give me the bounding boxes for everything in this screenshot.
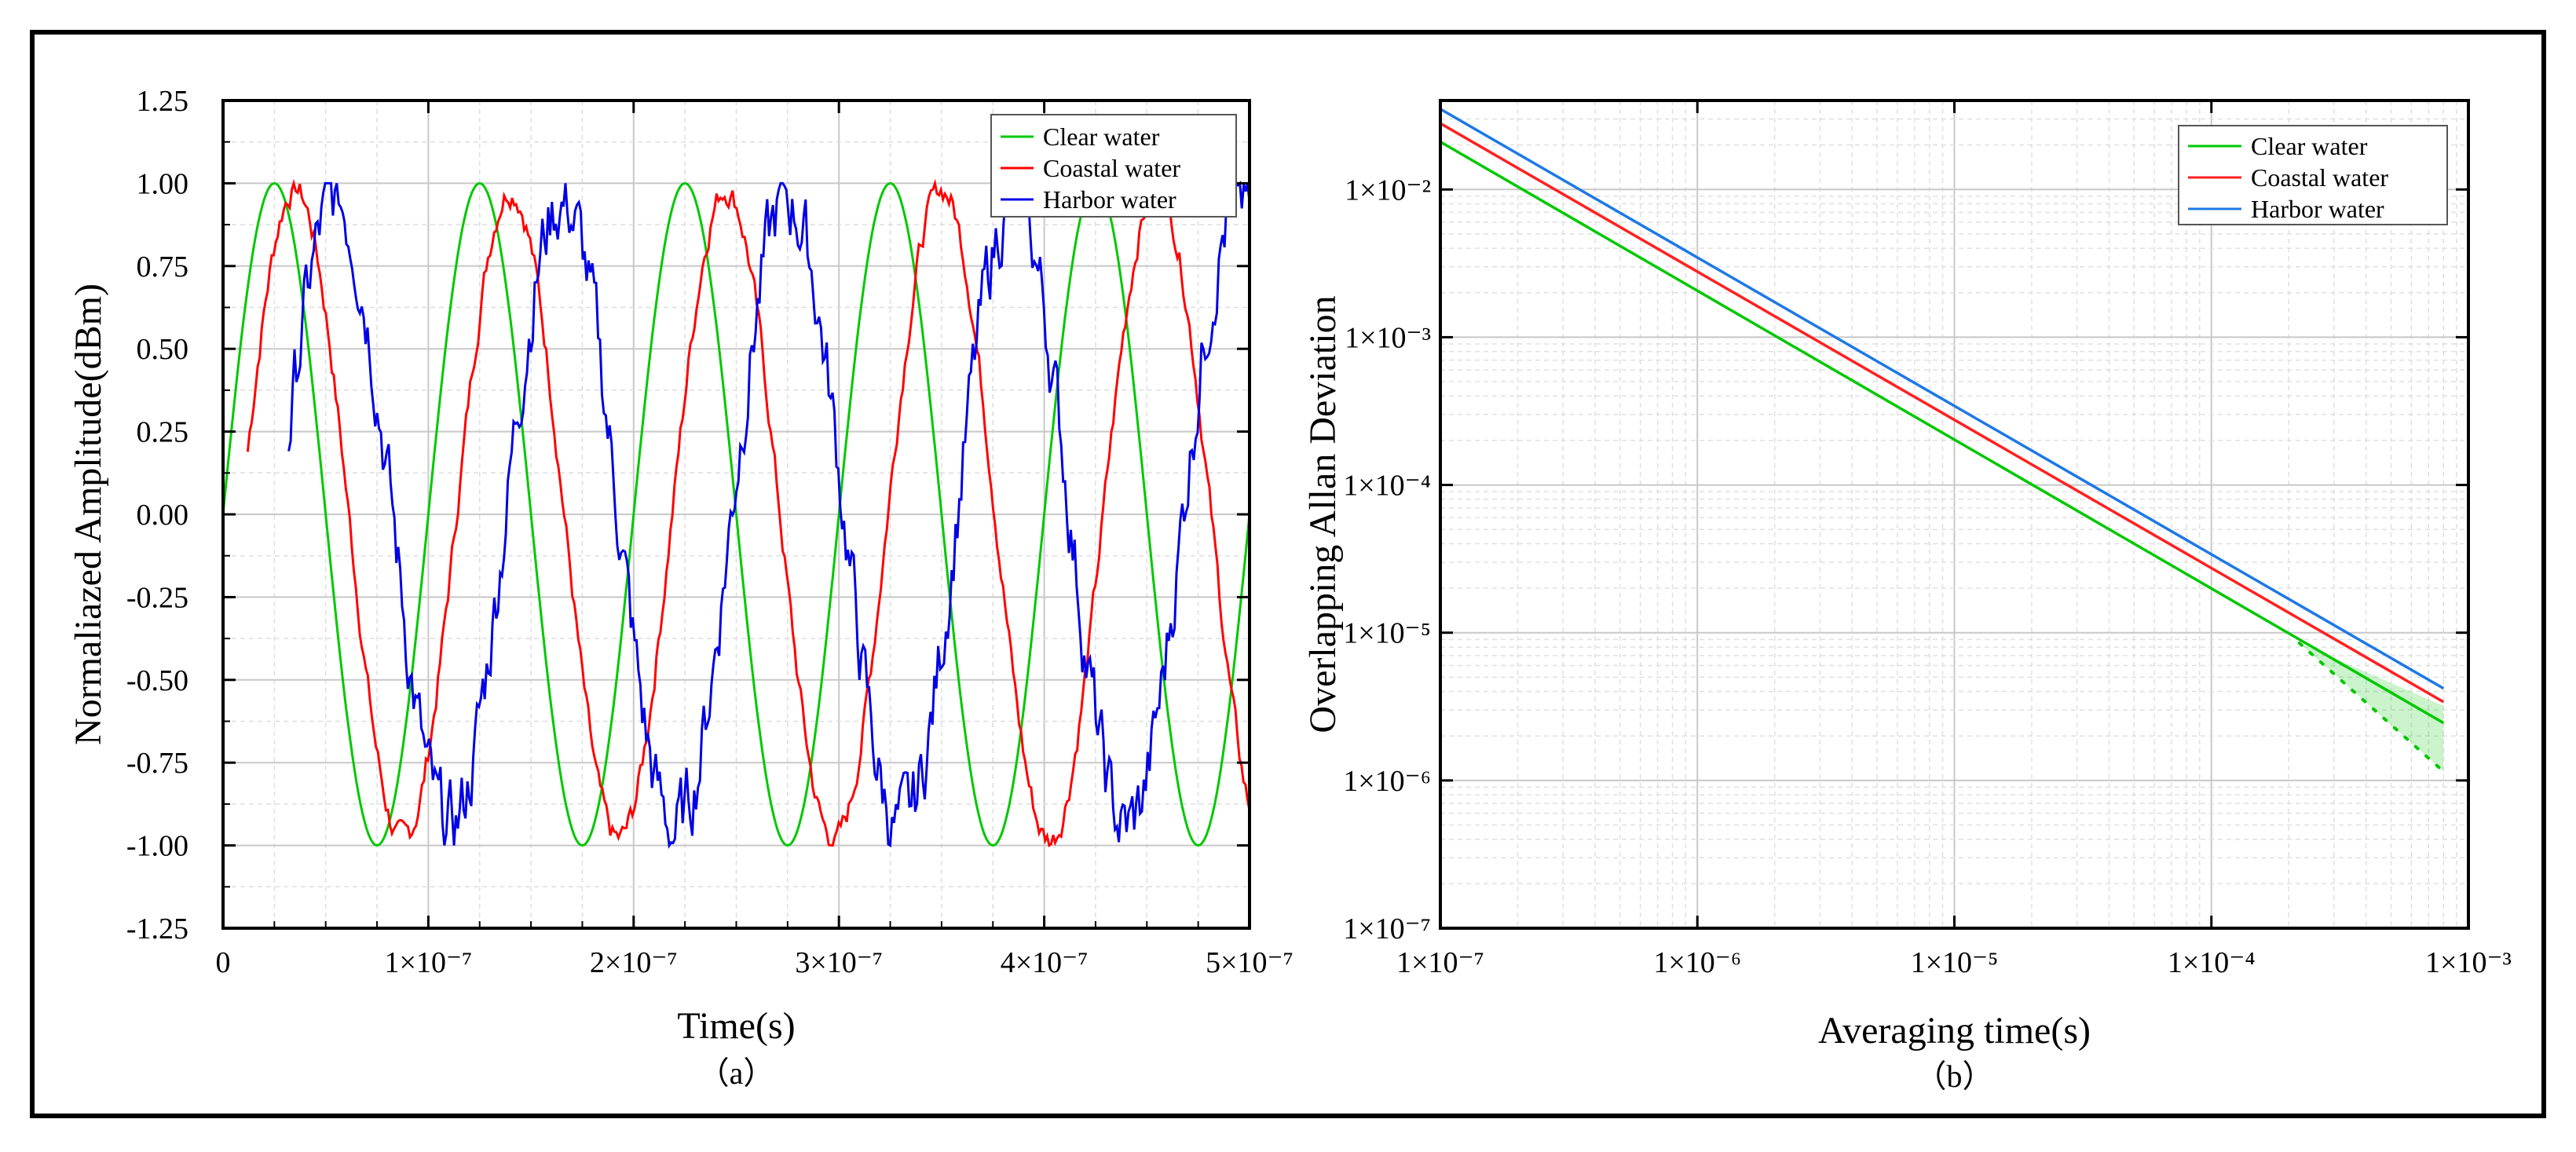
panel-a-legend-label: Coastal water: [1043, 154, 1180, 182]
panel-a-x-tick-label: 1×10⁻⁷: [385, 946, 473, 979]
panel-a-y-tick-label: -1.00: [126, 830, 188, 863]
panel-a-x-tick-label: 2×10⁻⁷: [590, 946, 678, 979]
panel-b-legend-label: Coastal water: [2251, 163, 2388, 192]
panel-b-legend-label: Harbor water: [2251, 195, 2384, 223]
figure-border: [30, 30, 2546, 1118]
panel-b-x-axis-label: Averaging time(s): [1818, 1010, 2091, 1051]
panel-a-y-tick-label: 0.50: [137, 333, 189, 366]
panel-a-y-tick-label: -1.25: [126, 912, 188, 945]
panel-a: 0 1×10⁻⁷ 2×10⁻⁷ 3×10⁻⁷ 4×10⁻⁷ 5×10⁻⁷ 1.25 1.00 0…: [68, 85, 1293, 1091]
panel-a-x-tick-label: 0: [216, 946, 231, 979]
panel-a-series-line-coastal-water: [246, 178, 1251, 848]
panel-a-legend-label: Harbor water: [1043, 185, 1176, 214]
panel-a-x-tick-label: 5×10⁻⁷: [1206, 946, 1293, 979]
panel-b-x-tick-label: 1×10⁻³: [2425, 946, 2512, 979]
panel-a-series-line-clear-water: [221, 181, 1251, 847]
panel-b-y-tick-label: 1×10⁻⁵: [1343, 617, 1431, 650]
panel-b-y-axis-label: Overlapping Allan Deviation: [1302, 295, 1344, 733]
panel-b-x-tick-label: 1×10⁻⁴: [2168, 946, 2256, 979]
panel-b-confidence-lower-bound: [2297, 641, 2446, 773]
panel-b-series-line-coastal-water: [1440, 122, 2445, 704]
panel-b: 1×10⁻⁷ 1×10⁻⁶ 1×10⁻⁵ 1×10⁻⁴ 1×10⁻³ 1×10⁻² 1×10…: [1302, 99, 2512, 1094]
panel-a-y-tick-label: -0.50: [126, 664, 188, 697]
panel-a-y-tick-label: 1.00: [137, 167, 189, 200]
panel-a-x-tick-label: 3×10⁻⁷: [795, 946, 883, 979]
panel-b-series-line-harbor-water: [1440, 108, 2445, 690]
panel-b-y-tick-label: 1×10⁻³: [1345, 321, 1431, 354]
panel-a-series-line-harbor-water: [287, 181, 1251, 849]
panel-b-y-tick-label: 1×10⁻⁷: [1343, 912, 1431, 945]
panel-b-x-tick-label: 1×10⁻⁶: [1653, 946, 1741, 979]
panel-a-legend-label: Clear water: [1043, 123, 1160, 151]
panel-a-label: （a）: [698, 1055, 775, 1091]
panel-b-grid: [1440, 101, 2468, 928]
panel-b-y-tick-label: 1×10⁻⁴: [1343, 470, 1431, 503]
panel-a-y-tick-label: -0.25: [126, 581, 188, 614]
panel-b-legend-label: Clear water: [2251, 132, 2368, 160]
panel-b-confidence-band: [2299, 642, 2444, 772]
panel-a-y-axis-label: Normaliazed Amplitude(dBm): [68, 283, 109, 745]
panel-a-y-tick-label: -0.75: [126, 747, 188, 780]
panel-a-ticks: 0 1×10⁻⁷ 2×10⁻⁷ 3×10⁻⁷ 4×10⁻⁷ 5×10⁻⁷ 1.25 1.00 0…: [126, 85, 1293, 979]
panel-a-x-axis-label: Time(s): [677, 1005, 795, 1047]
panel-b-label: （b）: [1916, 1059, 1994, 1094]
panel-a-series: [221, 178, 1251, 849]
panel-b-legend: Clear water Coastal water Harbor water: [2178, 125, 2448, 225]
panel-b-x-tick-label: 1×10⁻⁵: [1911, 946, 1999, 979]
panel-b-y-tick-label: 1×10⁻²: [1345, 174, 1431, 207]
panel-b-x-tick-label: 1×10⁻⁷: [1396, 946, 1484, 979]
panel-a-x-tick-label: 4×10⁻⁷: [1001, 946, 1089, 979]
panel-a-y-tick-label: 0.75: [137, 251, 189, 283]
panel-b-y-tick-label: 1×10⁻⁶: [1343, 765, 1431, 798]
panel-a-y-tick-label: 0.00: [137, 499, 189, 532]
panel-a-y-tick-label: 0.25: [137, 416, 189, 449]
panel-b-series-line-clear-water: [1440, 141, 2445, 725]
panel-b-series: [1440, 108, 2446, 773]
panel-a-y-tick-label: 1.25: [137, 85, 189, 118]
panel-b-ticks: 1×10⁻⁷ 1×10⁻⁶ 1×10⁻⁵ 1×10⁻⁴ 1×10⁻³ 1×10⁻² 1×10…: [1343, 101, 2512, 979]
panel-a-legend: Clear water Coastal water Harbor water: [990, 114, 1237, 218]
